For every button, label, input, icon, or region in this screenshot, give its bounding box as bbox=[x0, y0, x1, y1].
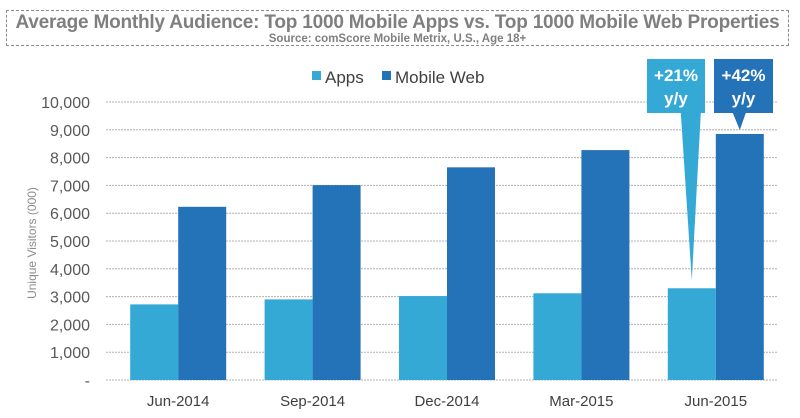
bar-mobile-web bbox=[715, 133, 764, 380]
y-tick-label: 4,000 bbox=[50, 262, 90, 279]
legend-swatch bbox=[312, 71, 321, 80]
x-tick-label: Jun-2015 bbox=[685, 393, 748, 410]
legend-swatch bbox=[382, 71, 391, 80]
callout-percent: +42% bbox=[722, 66, 766, 85]
y-axis-ticks: - 1,000 2,000 3,000 4,000 5,000 6,000 7,000 8,00… bbox=[41, 95, 90, 390]
legend: Apps Mobile Web bbox=[312, 68, 484, 87]
chart-title: Average Monthly Audience: Top 1000 Mobil… bbox=[15, 12, 780, 33]
y-axis-label: Unique Visitors (000) bbox=[25, 187, 39, 299]
y-tick-label: 9,000 bbox=[50, 123, 90, 140]
bars bbox=[130, 133, 764, 380]
y-tick-label: 6,000 bbox=[50, 206, 90, 223]
callout-shape bbox=[714, 59, 773, 130]
bar-mobile-web bbox=[312, 185, 361, 380]
y-tick-label: 5,000 bbox=[50, 234, 90, 251]
bar-apps bbox=[399, 296, 447, 380]
bar-mobile-web bbox=[447, 167, 495, 380]
callout: +21% y/y bbox=[647, 59, 705, 281]
bar-mobile-web bbox=[178, 206, 227, 380]
x-axis-labels: Jun-2014 Sep-2014 Dec-2014 Mar-2015 Jun-2015 bbox=[147, 393, 747, 410]
y-tick-label: 7,000 bbox=[50, 178, 90, 195]
callout-period: y/y bbox=[664, 89, 688, 108]
y-tick-label: 3,000 bbox=[50, 290, 90, 307]
x-tick-label: Mar-2015 bbox=[549, 393, 613, 410]
callout-percent: +21% bbox=[654, 66, 698, 85]
callouts: +21% y/y +42% y/y bbox=[647, 59, 773, 281]
y-tick-label: 1,000 bbox=[50, 345, 90, 362]
y-tick-label: 2,000 bbox=[50, 317, 90, 334]
y-tick-label: 10,000 bbox=[41, 95, 90, 112]
bar-mobile-web bbox=[581, 150, 630, 380]
bar-apps bbox=[264, 299, 313, 380]
callout: +42% y/y bbox=[714, 59, 773, 130]
legend-label: Mobile Web bbox=[395, 68, 484, 87]
legend-label: Apps bbox=[325, 68, 364, 87]
bar-apps bbox=[533, 293, 582, 380]
callout-period: y/y bbox=[732, 89, 756, 108]
x-tick-label: Dec-2014 bbox=[414, 393, 479, 410]
x-tick-label: Sep-2014 bbox=[280, 393, 345, 410]
x-tick-label: Jun-2014 bbox=[147, 393, 210, 410]
y-tick-label: - bbox=[85, 373, 90, 390]
y-tick-label: 8,000 bbox=[50, 151, 90, 168]
callout-shape bbox=[647, 59, 705, 281]
bar-apps bbox=[667, 288, 716, 380]
bar-apps bbox=[130, 304, 179, 380]
chart-subtitle: Source: comScore Mobile Metrix, U.S., Ag… bbox=[268, 33, 527, 45]
title-box: Average Monthly Audience: Top 1000 Mobil… bbox=[6, 10, 789, 46]
